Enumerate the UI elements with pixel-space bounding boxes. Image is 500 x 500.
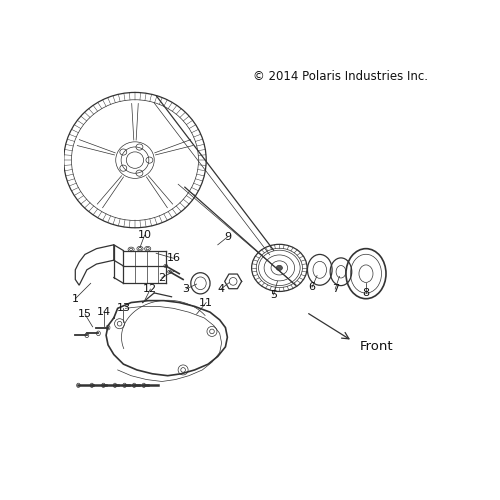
- Text: Front: Front: [360, 340, 394, 353]
- Text: © 2014 Polaris Industries Inc.: © 2014 Polaris Industries Inc.: [254, 70, 428, 82]
- Text: 3: 3: [182, 284, 190, 294]
- Text: 16: 16: [166, 254, 180, 264]
- Text: 9: 9: [224, 232, 231, 242]
- Text: 12: 12: [144, 284, 158, 294]
- Text: 1: 1: [72, 294, 79, 304]
- Text: 2: 2: [158, 272, 166, 282]
- Text: 4: 4: [218, 284, 224, 294]
- Text: 8: 8: [362, 288, 370, 298]
- Text: 5: 5: [270, 290, 277, 300]
- Text: 7: 7: [332, 284, 338, 294]
- Text: 15: 15: [78, 309, 92, 319]
- Text: 6: 6: [308, 282, 316, 292]
- Ellipse shape: [276, 266, 282, 270]
- Text: 11: 11: [199, 298, 213, 308]
- Text: 13: 13: [116, 304, 130, 314]
- Text: 14: 14: [97, 307, 111, 317]
- Text: 10: 10: [138, 230, 151, 240]
